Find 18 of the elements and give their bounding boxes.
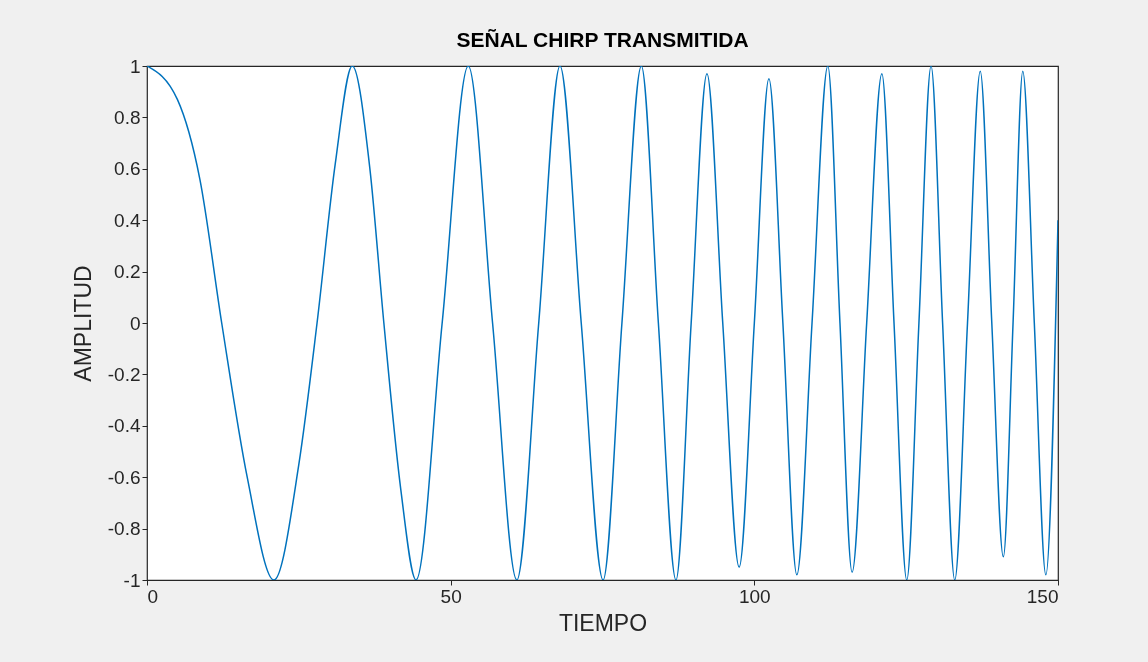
x-tick-label: 50 [440, 585, 462, 607]
y-tick-label: 0.4 [114, 209, 141, 231]
y-tick-label: -0.6 [107, 466, 141, 488]
y-tick-label: -0.2 [107, 363, 141, 385]
y-tick-label: -1 [123, 569, 141, 591]
y-tick-label: 0.8 [114, 106, 141, 128]
x-axis-title: TIEMPO [558, 609, 648, 636]
x-tick-label: 100 [738, 585, 771, 607]
chart-title: SEÑAL CHIRP TRANSMITIDA [456, 28, 749, 51]
y-tick-label: -0.4 [107, 415, 141, 437]
x-tick-label: 0 [147, 585, 159, 607]
y-tick-label: 0.2 [114, 261, 141, 283]
x-tick-label: 150 [1026, 585, 1059, 607]
y-axis-title: AMPLITUD [69, 265, 96, 382]
y-tick-label: -0.8 [107, 518, 141, 540]
y-tick-label: 0 [129, 312, 141, 334]
y-tick-label: 1 [129, 55, 141, 77]
y-tick-label: 0.6 [114, 158, 141, 180]
